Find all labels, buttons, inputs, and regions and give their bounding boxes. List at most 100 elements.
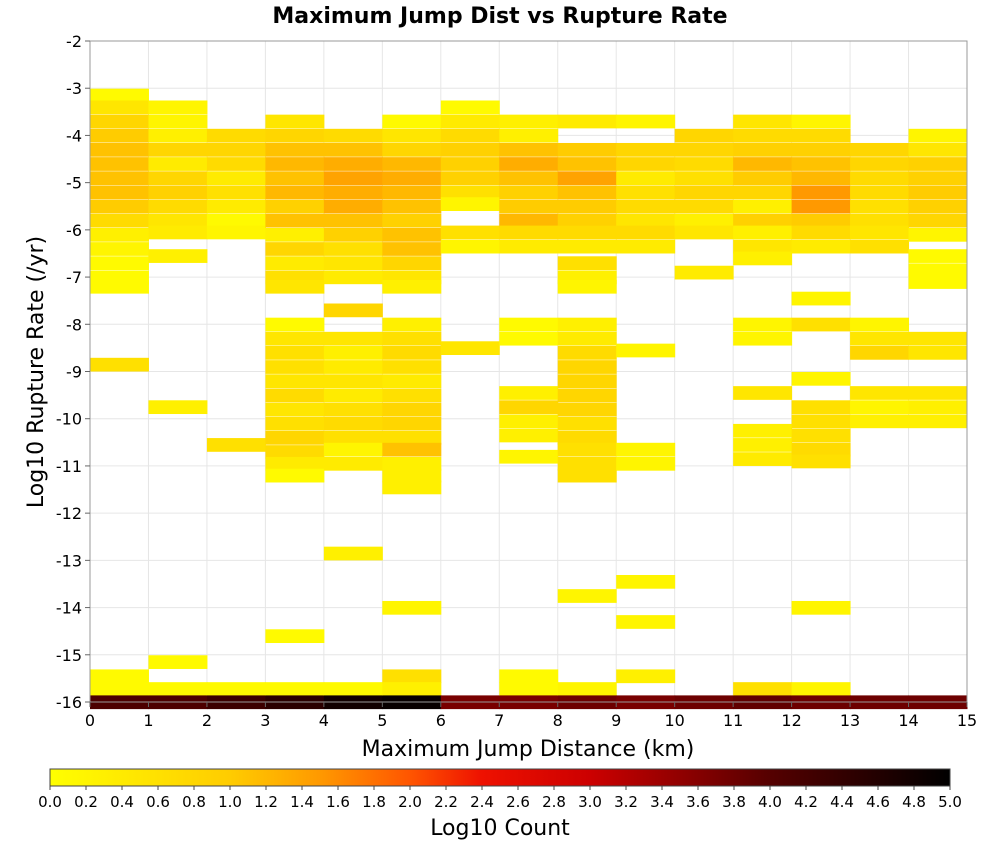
heatmap-cell [791, 682, 851, 696]
heatmap-cell [382, 360, 442, 374]
heatmap-cell [616, 142, 676, 157]
heatmap-cell [850, 317, 910, 332]
heatmap-cell [206, 185, 266, 200]
heatmap-cell [265, 456, 325, 471]
y-tick-label: -11 [56, 457, 82, 476]
heatmap-cell [382, 600, 442, 615]
heatmap-cell [850, 414, 910, 429]
heatmap-cell [733, 386, 793, 400]
heatmap-cell [265, 402, 325, 417]
heatmap-cell [148, 128, 208, 143]
heatmap-cell [323, 270, 383, 285]
heatmap-cell [499, 669, 559, 684]
heatmap-cell [499, 199, 559, 214]
heatmap-cell [382, 374, 442, 389]
heatmap-cell [265, 445, 325, 459]
heatmap-cell [206, 157, 266, 171]
heatmap-cell [148, 171, 208, 186]
colorbar [49, 768, 951, 787]
heatmap-cell [148, 213, 208, 228]
heatmap-cell [499, 157, 559, 171]
heatmap-cell [265, 430, 325, 445]
colorbar-tick-label: 4.8 [902, 793, 926, 811]
heatmap-cell [908, 213, 968, 228]
heatmap-cell [90, 256, 149, 271]
heatmap-cell [90, 227, 149, 242]
heatmap-cell [908, 227, 968, 242]
heatmap-cell [440, 128, 500, 143]
heatmap-cell [323, 388, 383, 403]
heatmap-cell [148, 185, 208, 200]
heatmap-cell [265, 128, 325, 143]
heatmap-cell [323, 242, 383, 256]
heatmap-cell [674, 142, 734, 157]
heatmap-cell [382, 480, 442, 495]
heatmap-cell [791, 414, 851, 429]
heatmap-cell [674, 128, 734, 143]
x-tick-label: 7 [494, 711, 504, 730]
heatmap-cell [440, 239, 500, 254]
heatmap-cell [382, 213, 442, 228]
heatmap-cell [908, 414, 968, 429]
y-tick-label: -5 [66, 174, 82, 193]
heatmap-cell [382, 468, 442, 483]
x-tick-label: 15 [957, 711, 977, 730]
heatmap-cell [382, 142, 442, 157]
heatmap-cell [323, 185, 383, 200]
heatmap-cell [616, 615, 676, 629]
heatmap-cell [733, 114, 793, 129]
heatmap-cell [908, 157, 968, 171]
heatmap-cell [440, 341, 500, 356]
heatmap-cell [791, 128, 851, 143]
x-tick-label: 14 [898, 711, 918, 730]
heatmap-cell [733, 157, 793, 171]
heatmap-cell [499, 317, 559, 332]
heatmap-cell [265, 185, 325, 200]
heatmap-cell [382, 157, 442, 171]
heatmap-cell [265, 317, 325, 332]
heatmap-cell [616, 157, 676, 171]
x-tick-label: 9 [611, 711, 621, 730]
heatmap-cell [908, 199, 968, 214]
heatmap-cell [382, 114, 442, 129]
heatmap-cell [908, 128, 968, 143]
heatmap-cell [323, 416, 383, 431]
heatmap-cell [674, 185, 734, 200]
colorbar-tick-label: 0.0 [38, 793, 62, 811]
colorbar-tick-label: 1.0 [218, 793, 242, 811]
heatmap-cell [206, 438, 266, 452]
heatmap-cell [499, 128, 559, 143]
heatmap-cell [90, 669, 149, 684]
heatmap-cell [90, 199, 149, 214]
heatmap-cell [499, 185, 559, 200]
heatmap-cell [265, 388, 325, 403]
heatmap-cell [323, 227, 383, 242]
heatmap-cell [265, 227, 325, 242]
x-tick-label: 8 [553, 711, 563, 730]
heatmap-cell [90, 213, 149, 228]
heatmap-cell [323, 430, 383, 445]
heatmap-cell [90, 171, 149, 186]
colorbar-tick-label: 1.2 [254, 793, 278, 811]
heatmap-cell [850, 213, 910, 228]
y-tick-label: -9 [66, 363, 82, 382]
x-tick-label: 12 [781, 711, 801, 730]
heatmap-cell [265, 360, 325, 374]
heatmap-cell [791, 213, 851, 228]
chart-title: Maximum Jump Dist vs Rupture Rate [272, 4, 727, 29]
heatmap-cell [850, 346, 910, 360]
heatmap-cell [791, 442, 851, 457]
heatmap-cell [557, 225, 617, 240]
heatmap-cell [908, 275, 968, 289]
heatmap-cell [265, 199, 325, 214]
y-tick-label: -3 [66, 79, 82, 98]
x-axis-title: Maximum Jump Distance (km) [362, 737, 695, 762]
heatmap-cell [382, 416, 442, 431]
heatmap-cell [791, 239, 851, 254]
heatmap-cell [616, 114, 676, 129]
heatmap-cell [733, 239, 793, 254]
y-tick-label: -7 [66, 268, 82, 287]
heatmap-cell [616, 574, 676, 589]
heatmap-cell [908, 142, 968, 157]
x-tick-label: 3 [260, 711, 270, 730]
